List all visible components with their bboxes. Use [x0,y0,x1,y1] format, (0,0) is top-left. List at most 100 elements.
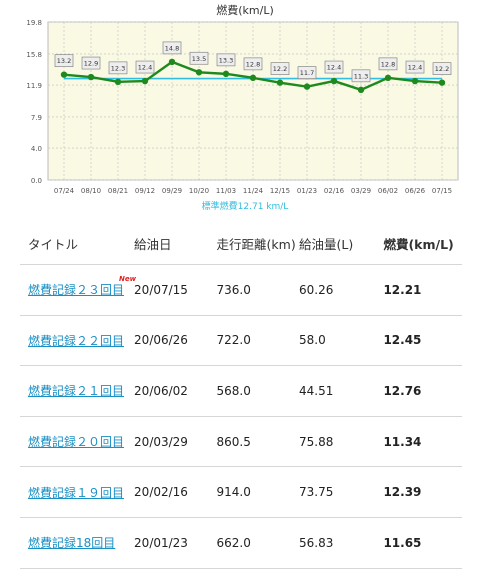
data-label-box [351,69,371,83]
x-tick-label: 07/15 [432,187,452,195]
table-row: 燃費記録２０回目 20/03/29 860.5 75.88 11.34 [20,417,462,468]
x-tick-label: 10/20 [189,187,209,195]
header-title: タイトル [28,236,79,252]
record-date: 20/02/16 [134,485,188,500]
header-distance: 走行距離(km) [216,236,296,252]
record-date: 20/07/15 [134,282,188,297]
x-tick-label: 07/24 [54,187,75,195]
x-tick-label: 09/29 [162,187,182,195]
data-label: 13.5 [192,55,206,63]
data-label: 12.4 [408,64,422,72]
data-label: 12.8 [381,60,395,68]
data-label-box [405,60,425,74]
record-economy: 12.21 [383,282,422,297]
y-tick-label: 11.9 [26,82,42,90]
data-point [276,79,284,86]
data-label: 12.8 [246,60,260,68]
data-point [87,73,95,81]
data-label-box [432,62,452,75]
fuel-economy-chart: 燃費(km/L) 19.8 15.8 11.9 7.9 4.0 0.0 07/24 08/10 0… [26,3,459,212]
data-label: 12.2 [435,65,449,73]
record-title-link[interactable]: 燃費記録２３回目 [28,283,125,298]
record-date: 20/06/26 [134,333,188,348]
record-fuel: 60.26 [299,282,334,297]
record-fuel: 73.75 [299,485,334,500]
table-row: 燃費記録２３回目 New 20/07/15 736.0 60.26 12.21 [20,265,462,316]
table-row: 燃費記録１９回目 20/02/16 914.0 73.75 12.39 [20,467,462,518]
record-title-link[interactable]: 燃費記録２０回目 [28,435,125,450]
header-fuel: 給油量(L) [299,236,354,252]
data-point [168,58,176,66]
x-tick-label: 12/15 [270,187,290,195]
record-title-link[interactable]: 燃費記録１９回目 [28,485,125,500]
data-label: 14.8 [165,44,179,52]
data-label: 11.7 [300,69,314,77]
chart-title: 燃費(km/L) [216,3,274,17]
y-tick-label: 19.8 [26,19,42,27]
data-point [411,77,419,85]
table-row: 燃費記録18回目 20/01/23 662.0 56.83 11.65 [20,518,462,569]
data-label: 11.3 [354,72,368,80]
data-label-box [81,56,101,70]
record-date: 20/03/29 [134,434,188,449]
record-distance: 722.0 [216,333,251,348]
data-point [357,86,365,94]
x-tick-label: 01/23 [297,187,317,195]
data-point [60,71,68,78]
record-distance: 914.0 [216,485,251,500]
data-point [438,79,446,86]
data-label: 12.4 [138,64,152,72]
x-tick-label: 11/24 [243,187,264,195]
data-label-box [297,66,317,79]
data-point [384,74,392,82]
data-label: 13.2 [57,57,71,65]
record-distance: 662.0 [216,535,251,550]
data-point [330,77,338,85]
data-label-box [162,41,182,55]
x-tick-label: 09/12 [135,187,155,195]
data-label-box [324,60,344,74]
x-tick-label: 02/16 [324,187,345,195]
data-label-box [216,53,236,67]
x-tick-label: 03/29 [351,187,371,195]
header-economy: 燃費(km/L) [383,236,454,252]
data-label: 12.9 [84,60,98,68]
record-title-link[interactable]: 燃費記録２１回目 [28,384,125,399]
record-fuel: 44.51 [299,383,334,398]
x-tick-label: 08/21 [108,187,128,195]
data-label-box [243,57,263,71]
record-title-link[interactable]: 燃費記録18回目 [28,536,116,551]
record-distance: 860.5 [216,434,251,449]
y-tick-label: 7.9 [31,114,42,122]
record-fuel: 75.88 [299,434,334,449]
y-tick-label: 0.0 [31,177,42,185]
record-fuel: 56.83 [299,535,334,550]
new-badge: New [119,275,137,284]
data-point [222,70,230,78]
record-economy: 12.45 [383,333,422,348]
table-row: 燃費記録２２回目 20/06/26 722.0 58.0 12.45 [20,316,462,367]
data-label-box [378,57,398,71]
data-point [141,77,149,85]
data-label: 12.3 [111,64,125,72]
data-label-box [54,54,74,68]
data-label: 13.3 [219,56,233,64]
data-point [114,78,122,86]
x-tick-label: 06/26 [405,187,426,195]
standard-label: 標準燃費12.71 km/L [202,200,289,212]
y-tick-label: 4.0 [31,145,42,153]
fuel-record-table: タイトル 給油日 走行距離(km) 給油量(L) 燃費(km/L) 燃費記録２３… [20,222,462,569]
data-label: 12.2 [273,65,287,73]
x-tick-label: 11/03 [216,187,236,195]
record-economy: 12.39 [383,485,422,500]
record-economy: 11.65 [383,535,422,550]
record-economy: 12.76 [383,383,422,398]
data-point [249,74,257,82]
record-fuel: 58.0 [299,333,326,348]
data-label-box [135,60,155,74]
record-distance: 736.0 [216,282,251,297]
data-label: 12.4 [327,64,341,72]
record-date: 20/01/23 [134,535,188,550]
table-header: タイトル 給油日 走行距離(km) 給油量(L) 燃費(km/L) [20,222,462,265]
record-title-link[interactable]: 燃費記録２２回目 [28,333,125,348]
